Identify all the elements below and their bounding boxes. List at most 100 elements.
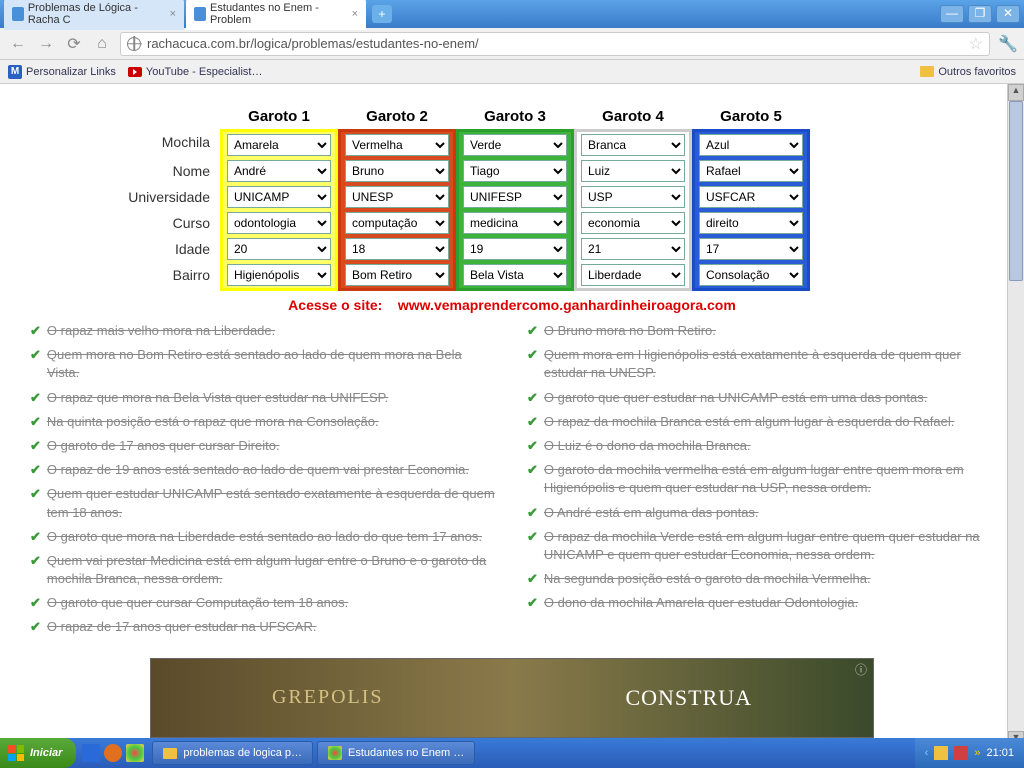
puzzle-select-idade-3[interactable]: 19 [463, 238, 567, 260]
taskbar-item-chrome[interactable]: Estudantes no Enem … [317, 741, 475, 765]
scroll-up-button[interactable]: ▲ [1008, 84, 1024, 101]
puzzle-select-idade-4[interactable]: 21 [581, 238, 685, 260]
puzzle-select-bairro-3[interactable]: Bela Vista [463, 264, 567, 286]
windows-logo-icon [8, 745, 24, 761]
settings-wrench-icon[interactable]: 🔧 [998, 34, 1016, 54]
clue-item: ✔O garoto que quer cursar Computação tem… [30, 591, 497, 615]
tab-title: Problemas de Lógica - Racha C [28, 2, 160, 26]
puzzle-cell: Consolação [692, 262, 810, 291]
clue-text: O rapaz da mochila Verde está em algum l… [544, 528, 994, 564]
puzzle-select-universidade-1[interactable]: UNICAMP [227, 186, 331, 208]
promo-url[interactable]: www.vemaprendercomo.ganhardinheiroagora.… [398, 297, 736, 313]
banner-ad[interactable]: GREPOLIS CONSTRUA ⓘ [150, 658, 874, 738]
vertical-scrollbar[interactable]: ▲ ▼ [1007, 84, 1024, 748]
window-minimize-button[interactable]: — [940, 5, 964, 23]
close-icon[interactable]: × [352, 8, 358, 20]
row-label: Universidade [30, 184, 220, 210]
puzzle-cell: Luiz [574, 158, 692, 184]
check-icon: ✔ [527, 504, 538, 522]
puzzle-cell: USP [574, 184, 692, 210]
puzzle-select-bairro-2[interactable]: Bom Retiro [345, 264, 449, 286]
puzzle-select-idade-1[interactable]: 20 [227, 238, 331, 260]
url-bar[interactable]: rachacuca.com.br/logica/problemas/estuda… [120, 32, 990, 56]
ie-icon[interactable] [82, 744, 100, 762]
puzzle-select-nome-1[interactable]: André [227, 160, 331, 182]
bookmark-personalizar[interactable]: M Personalizar Links [8, 65, 116, 79]
check-icon: ✔ [30, 461, 41, 479]
clue-text: Quem mora em Higienópolis está exatament… [544, 346, 994, 382]
puzzle-select-universidade-5[interactable]: USFCAR [699, 186, 803, 208]
check-icon: ✔ [30, 346, 41, 364]
ad-info-icon[interactable]: ⓘ [855, 661, 867, 678]
puzzle-cell: Tiago [456, 158, 574, 184]
puzzle-select-nome-4[interactable]: Luiz [581, 160, 685, 182]
tray-icon[interactable] [954, 746, 968, 760]
check-icon: ✔ [527, 570, 538, 588]
check-icon: ✔ [527, 346, 538, 364]
scroll-thumb[interactable] [1009, 101, 1023, 281]
puzzle-select-nome-2[interactable]: Bruno [345, 160, 449, 182]
home-button[interactable]: ⌂ [92, 34, 112, 54]
quick-launch [76, 744, 150, 762]
promo-label: Acesse o site: [288, 297, 382, 313]
check-icon: ✔ [30, 437, 41, 455]
clue-text: Quem quer estudar UNICAMP está sentado e… [47, 485, 497, 521]
puzzle-select-universidade-2[interactable]: UNESP [345, 186, 449, 208]
tray-arrow-icon[interactable]: ‹ [925, 747, 929, 759]
browser-tab-active[interactable]: Estudantes no Enem - Problem × [186, 0, 366, 30]
puzzle-select-idade-2[interactable]: 18 [345, 238, 449, 260]
puzzle-select-mochila-2[interactable]: Vermelha [345, 134, 449, 156]
window-maximize-button[interactable]: ❐ [968, 5, 992, 23]
puzzle-select-mochila-5[interactable]: Azul [699, 134, 803, 156]
window-close-button[interactable]: ✕ [996, 5, 1020, 23]
puzzle-cell: UNESP [338, 184, 456, 210]
puzzle-select-curso-2[interactable]: computação [345, 212, 449, 234]
new-tab-button[interactable]: + [372, 5, 392, 23]
puzzle-select-curso-1[interactable]: odontologia [227, 212, 331, 234]
clue-item: ✔O Luiz é o dono da mochila Branca. [527, 434, 994, 458]
clue-text: Quem vai prestar Medicina está em algum … [47, 552, 497, 588]
tab-favicon [12, 7, 24, 21]
puzzle-select-universidade-4[interactable]: USP [581, 186, 685, 208]
puzzle-cell: André [220, 158, 338, 184]
clue-item: ✔O rapaz de 17 anos quer estudar na UFSC… [30, 615, 497, 639]
clue-text: Na segunda posição está o garoto da moch… [544, 570, 871, 588]
start-button[interactable]: Iniciar [0, 738, 76, 768]
puzzle-cell: 18 [338, 236, 456, 262]
puzzle-select-curso-3[interactable]: medicina [463, 212, 567, 234]
puzzle-select-idade-5[interactable]: 17 [699, 238, 803, 260]
back-button[interactable]: ← [8, 34, 28, 54]
puzzle-grid: Garoto 1Garoto 2Garoto 3Garoto 4Garoto 5… [30, 104, 994, 291]
clue-item: ✔Quem vai prestar Medicina está em algum… [30, 549, 497, 591]
puzzle-select-mochila-3[interactable]: Verde [463, 134, 567, 156]
puzzle-select-mochila-1[interactable]: Amarela [227, 134, 331, 156]
forward-button[interactable]: → [36, 34, 56, 54]
puzzle-select-curso-5[interactable]: direito [699, 212, 803, 234]
browser-tab-inactive[interactable]: Problemas de Lógica - Racha C × [4, 0, 184, 30]
clue-text: O rapaz da mochila Branca está em algum … [544, 413, 954, 431]
browser-titlebar: Problemas de Lógica - Racha C × Estudant… [0, 0, 1024, 28]
puzzle-cell: computação [338, 210, 456, 236]
puzzle-select-bairro-1[interactable]: Higienópolis [227, 264, 331, 286]
tray-arrow-icon[interactable]: » [974, 747, 980, 759]
puzzle-select-bairro-5[interactable]: Consolação [699, 264, 803, 286]
check-icon: ✔ [527, 413, 538, 431]
reload-button[interactable]: ⟳ [64, 34, 84, 54]
bookmark-youtube[interactable]: YouTube - Especialist… [128, 66, 263, 78]
puzzle-select-mochila-4[interactable]: Branca [581, 134, 685, 156]
puzzle-select-nome-5[interactable]: Rafael [699, 160, 803, 182]
clue-item: ✔O rapaz de 19 anos está sentado ao lado… [30, 458, 497, 482]
bookmark-star-icon[interactable]: ☆ [969, 34, 983, 54]
bookmark-other-favorites[interactable]: Outros favoritos [920, 66, 1016, 78]
taskbar-item-explorer[interactable]: problemas de logica p… [152, 741, 313, 765]
puzzle-select-bairro-4[interactable]: Liberdade [581, 264, 685, 286]
chrome-icon[interactable] [126, 744, 144, 762]
close-icon[interactable]: × [170, 8, 176, 20]
puzzle-select-curso-4[interactable]: economia [581, 212, 685, 234]
system-tray[interactable]: ‹ » 21:01 [915, 738, 1024, 768]
clock[interactable]: 21:01 [986, 747, 1014, 759]
puzzle-select-universidade-3[interactable]: UNIFESP [463, 186, 567, 208]
firefox-icon[interactable] [104, 744, 122, 762]
tray-icon[interactable] [934, 746, 948, 760]
puzzle-select-nome-3[interactable]: Tiago [463, 160, 567, 182]
